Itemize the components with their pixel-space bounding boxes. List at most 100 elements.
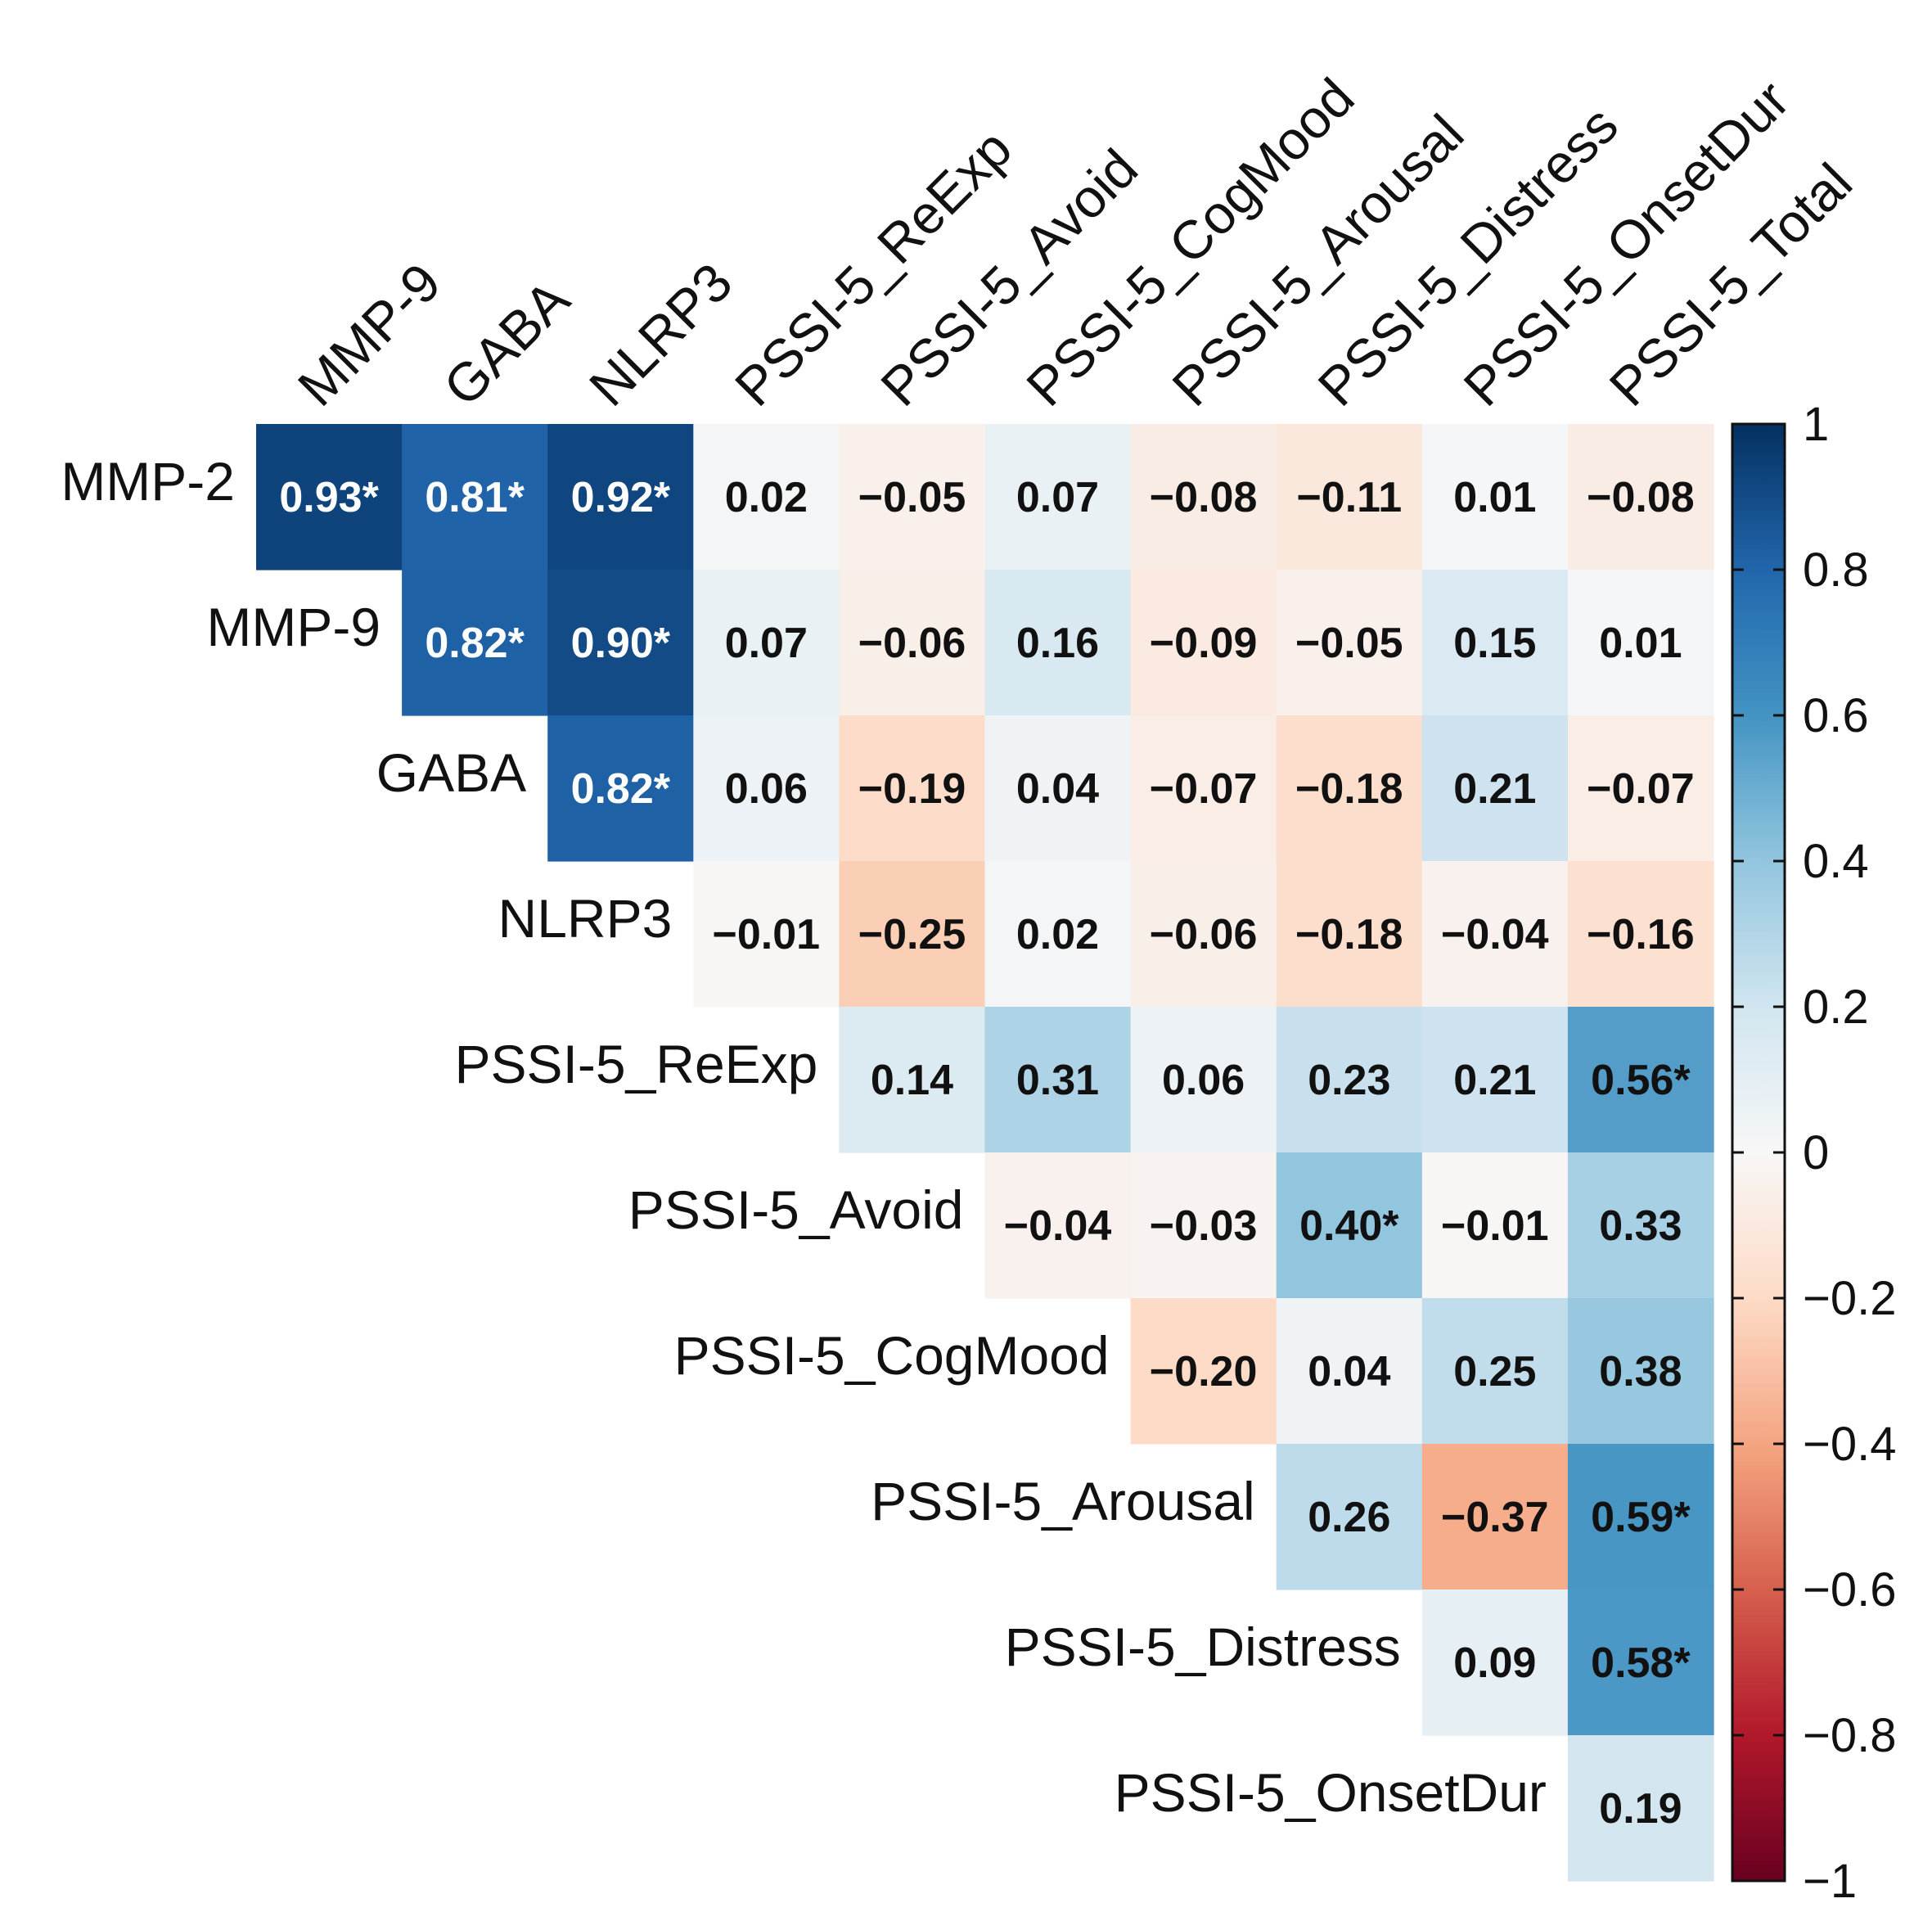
cell-value-label: 0.38 xyxy=(1599,1348,1682,1396)
heatmap-cell-4-9 xyxy=(1567,1007,1714,1153)
heatmap-cell-1-8 xyxy=(1421,570,1569,716)
colorbar-tick-label: −0.6 xyxy=(1803,1563,1897,1617)
heatmap-cell-0-7 xyxy=(1276,424,1423,570)
cell-value-label: −0.04 xyxy=(1441,911,1549,958)
cell-value-label: 0.82* xyxy=(425,620,525,667)
heatmap-cell-3-9 xyxy=(1567,861,1714,1008)
cell-value-label: 0.23 xyxy=(1308,1057,1390,1104)
heatmap-cell-2-3 xyxy=(693,715,840,862)
heatmap-cell-0-0 xyxy=(256,424,403,570)
heatmap-cell-1-4 xyxy=(839,570,986,716)
cell-value-label: 0.21 xyxy=(1453,1057,1536,1104)
cell-value-label: 0.06 xyxy=(1162,1057,1245,1104)
heatmap-grid: 0.93* 0.81* 0.92* 0.02 −0.05 0.07 −0.08 −0.11 0.… xyxy=(256,424,1714,1882)
colorbar: 1 0.8 0.6 0.4 0.2 0 −0.2 −0.4 −0.6 −0.8 −1 xyxy=(1731,398,1897,1908)
cell-value-label: −0.19 xyxy=(858,765,966,813)
cell-value-label: 0.16 xyxy=(1016,620,1099,667)
cell-value-label: −0.18 xyxy=(1295,911,1403,958)
cell-value-label: −0.18 xyxy=(1295,765,1403,813)
row-label: MMP-2 xyxy=(61,451,235,512)
heatmap-cell-3-8 xyxy=(1421,861,1569,1008)
cell-value-label: 0.93* xyxy=(279,474,379,521)
heatmap-cell-1-2 xyxy=(547,570,694,716)
heatmap-cell-3-4 xyxy=(839,861,986,1008)
heatmap-cell-7-7 xyxy=(1276,1444,1423,1590)
colorbar-tick-label: 0 xyxy=(1803,1126,1829,1179)
heatmap-cell-3-3 xyxy=(693,861,840,1008)
row-label: PSSI-5_ReExp xyxy=(455,1034,818,1094)
cell-value-label: 0.01 xyxy=(1599,620,1682,667)
cell-value-label: 0.56* xyxy=(1591,1057,1691,1104)
cell-value-label: −0.06 xyxy=(1150,911,1258,958)
heatmap-cell-1-7 xyxy=(1276,570,1423,716)
heatmap-cell-3-5 xyxy=(984,861,1132,1008)
heatmap-cell-4-6 xyxy=(1130,1007,1277,1153)
cell-value-label: −0.07 xyxy=(1150,765,1258,813)
heatmap-cell-8-9 xyxy=(1567,1590,1714,1736)
cell-value-label: 0.92* xyxy=(571,474,671,521)
heatmap-cell-6-6 xyxy=(1130,1298,1277,1445)
column-labels: MMP-9GABANLRP3PSSI-5_ReExpPSSI-5_AvoidPS… xyxy=(286,66,1864,417)
cell-value-label: −0.01 xyxy=(1441,1202,1549,1250)
heatmap-cell-9-9 xyxy=(1567,1735,1714,1882)
colorbar-tick-label: 0.6 xyxy=(1803,689,1869,742)
colorbar-tick-label: −0.2 xyxy=(1803,1272,1897,1325)
column-label: NLRP3 xyxy=(578,251,744,417)
cell-value-label: 0.14 xyxy=(871,1057,953,1104)
row-label: PSSI-5_CogMood xyxy=(674,1325,1110,1386)
row-label: PSSI-5_Arousal xyxy=(871,1471,1255,1531)
heatmap-cell-2-8 xyxy=(1421,715,1569,862)
cell-value-label: 0.31 xyxy=(1016,1057,1099,1104)
column-label: PSSI-5_Avoid xyxy=(869,138,1149,417)
heatmap-cell-0-5 xyxy=(984,424,1132,570)
heatmap-cell-4-4 xyxy=(839,1007,986,1153)
colorbar-tick-label: 0.2 xyxy=(1803,981,1869,1034)
colorbar-tick-label: −0.4 xyxy=(1803,1418,1897,1471)
cell-value-label: 0.07 xyxy=(725,620,808,667)
cell-value-label: −0.07 xyxy=(1587,765,1695,813)
cell-value-label: 0.15 xyxy=(1453,620,1536,667)
heatmap-cell-2-5 xyxy=(984,715,1132,862)
cell-value-label: −0.25 xyxy=(858,911,966,958)
heatmap-cell-0-8 xyxy=(1421,424,1569,570)
colorbar-tick-label: 0.8 xyxy=(1803,543,1869,597)
heatmap-cell-4-8 xyxy=(1421,1007,1569,1153)
cell-value-label: 0.33 xyxy=(1599,1202,1682,1250)
column-label: GABA xyxy=(432,268,581,417)
heatmap-cell-5-8 xyxy=(1421,1152,1569,1299)
heatmap-cell-0-3 xyxy=(693,424,840,570)
cell-value-label: −0.05 xyxy=(858,474,966,521)
heatmap-cell-3-7 xyxy=(1276,861,1423,1008)
heatmap-cell-5-6 xyxy=(1130,1152,1277,1299)
row-label: PSSI-5_OnsetDur xyxy=(1115,1762,1547,1823)
cell-value-label: −0.08 xyxy=(1587,474,1695,521)
heatmap-cell-8-8 xyxy=(1421,1590,1569,1736)
cell-value-label: −0.08 xyxy=(1150,474,1258,521)
row-label: GABA xyxy=(376,742,526,803)
heatmap-cell-7-9 xyxy=(1567,1444,1714,1590)
cell-value-label: 0.82* xyxy=(571,765,671,813)
heatmap-cell-2-9 xyxy=(1567,715,1714,862)
colorbar-tick-label: 0.4 xyxy=(1803,835,1869,888)
cell-value-label: −0.16 xyxy=(1587,911,1695,958)
row-label: PSSI-5_Avoid xyxy=(628,1179,964,1240)
cell-value-label: −0.09 xyxy=(1150,620,1258,667)
heatmap-cell-2-6 xyxy=(1130,715,1277,862)
cell-value-label: 0.02 xyxy=(725,474,808,521)
colorbar-tick-label: −0.8 xyxy=(1803,1709,1897,1762)
cell-value-label: −0.20 xyxy=(1150,1348,1258,1396)
cell-value-label: 0.81* xyxy=(425,474,525,521)
heatmap-cell-0-9 xyxy=(1567,424,1714,570)
heatmap-cell-0-2 xyxy=(547,424,694,570)
row-label: PSSI-5_Distress xyxy=(1005,1617,1401,1677)
cell-value-label: 0.40* xyxy=(1299,1202,1399,1250)
heatmap-cell-5-5 xyxy=(984,1152,1132,1299)
cell-value-label: −0.03 xyxy=(1150,1202,1258,1250)
heatmap-cell-3-6 xyxy=(1130,861,1277,1008)
row-label: NLRP3 xyxy=(498,888,673,949)
cell-value-label: 0.04 xyxy=(1016,765,1099,813)
cell-value-label: 0.07 xyxy=(1016,474,1099,521)
heatmap-cell-6-9 xyxy=(1567,1298,1714,1445)
cell-value-label: −0.37 xyxy=(1441,1494,1549,1541)
